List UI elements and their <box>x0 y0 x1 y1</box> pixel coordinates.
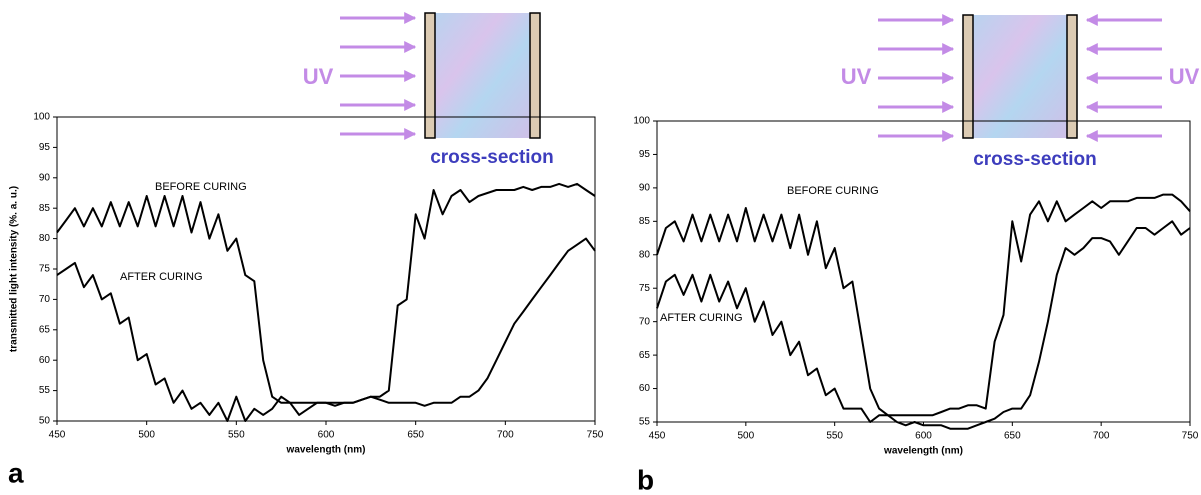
x-tick-label: 450 <box>649 431 666 442</box>
x-tick-label: 550 <box>228 430 245 441</box>
series-label: BEFORE CURING <box>155 181 247 193</box>
x-tick-label: 650 <box>407 430 424 441</box>
x-tick-label: 450 <box>49 430 66 441</box>
glass-slab <box>962 14 974 139</box>
y-tick-label: 50 <box>39 416 51 427</box>
glass-slab <box>529 12 541 139</box>
series-label: AFTER CURING <box>120 271 203 283</box>
uv-label: UV <box>303 64 334 89</box>
gel-layer <box>973 15 1067 138</box>
series-line <box>656 193 1191 417</box>
y-tick-label: 65 <box>639 350 651 361</box>
y-tick-label: 60 <box>639 383 651 394</box>
y-tick-label: 55 <box>639 417 651 428</box>
y-tick-label: 95 <box>639 149 651 160</box>
glass-slab <box>424 12 436 139</box>
series-line <box>656 220 1191 430</box>
y-tick-label: 75 <box>39 264 51 275</box>
y-tick-label: 75 <box>639 283 651 294</box>
gel-layer <box>435 13 530 138</box>
panel-label: b <box>637 464 654 495</box>
y-tick-label: 80 <box>39 233 51 244</box>
y-tick-label: 70 <box>39 294 51 305</box>
x-axis-label: wavelength (nm) <box>883 446 963 457</box>
y-tick-label: 90 <box>39 172 51 183</box>
series-label: BEFORE CURING <box>787 185 879 197</box>
y-tick-label: 100 <box>33 112 50 123</box>
y-tick-label: 90 <box>639 183 651 194</box>
y-tick-label: 80 <box>639 249 651 260</box>
series-label: AFTER CURING <box>660 312 743 324</box>
uv-label: UV <box>841 64 872 89</box>
x-tick-label: 500 <box>737 431 754 442</box>
series-line <box>56 182 596 404</box>
inset-caption: cross-section <box>430 147 554 168</box>
x-tick-label: 650 <box>1004 431 1021 442</box>
y-tick-label: 60 <box>39 355 51 366</box>
y-tick-label: 100 <box>633 116 650 127</box>
plot-frame <box>656 120 1191 423</box>
y-tick-label: 55 <box>39 385 51 396</box>
y-axis-label: transmitted light intensity (%. a. u.) <box>9 186 20 352</box>
x-axis-label: wavelength (nm) <box>286 445 366 456</box>
x-tick-label: 550 <box>826 431 843 442</box>
y-tick-label: 65 <box>39 324 51 335</box>
x-tick-label: 700 <box>1093 431 1110 442</box>
x-tick-label: 500 <box>138 430 155 441</box>
y-tick-label: 85 <box>39 203 51 214</box>
panel-label: a <box>8 457 24 488</box>
y-tick-label: 95 <box>39 142 51 153</box>
inset-caption: cross-section <box>973 149 1097 170</box>
series-line <box>56 237 596 422</box>
uv-label: UV <box>1169 64 1200 89</box>
y-tick-label: 70 <box>639 316 651 327</box>
x-tick-label: 600 <box>915 431 932 442</box>
x-tick-label: 600 <box>318 430 335 441</box>
glass-slab <box>1066 14 1078 139</box>
x-tick-label: 750 <box>587 430 604 441</box>
x-tick-label: 750 <box>1182 431 1199 442</box>
x-tick-label: 700 <box>497 430 514 441</box>
y-tick-label: 85 <box>639 216 651 227</box>
